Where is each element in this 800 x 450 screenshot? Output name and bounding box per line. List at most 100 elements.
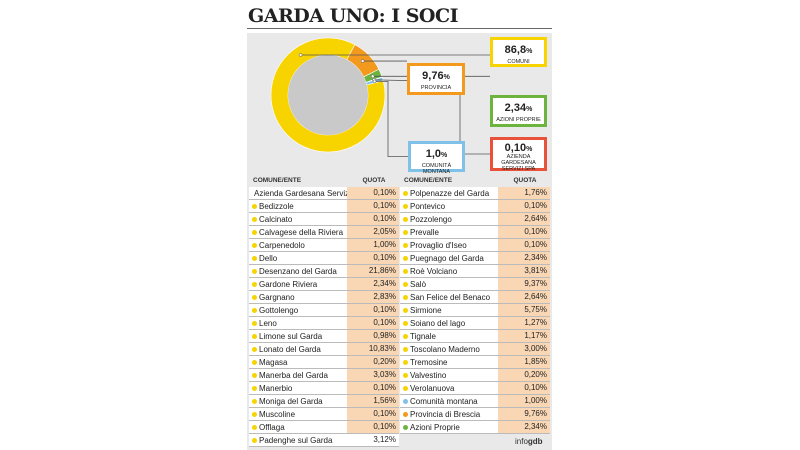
color-dot-icon <box>403 281 408 287</box>
page-title: GARDA UNO: I SOCI <box>248 5 459 27</box>
color-dot-icon <box>252 424 257 430</box>
row-name: Leno <box>249 319 347 328</box>
row-name: San Felice del Benaco <box>400 293 498 302</box>
color-dot-icon <box>252 385 257 391</box>
table-row: Moniga del Garda 1,56% <box>249 395 399 408</box>
slice-value: 1,0% <box>425 148 448 160</box>
box-provincia: 9,76% PROVINCIA <box>407 63 465 95</box>
row-quota: 1,56% <box>347 395 399 407</box>
row-name-text: Gargnano <box>259 292 295 302</box>
row-name: Azienda Gardesana Servizi Spa <box>249 189 347 198</box>
row-name-text: Soiano del lago <box>410 318 466 328</box>
table-row: Calcinato 0,10% <box>249 213 399 226</box>
row-quota: 1,76% <box>498 187 550 199</box>
table-row: Polpenazze del Garda 1,76% <box>400 187 550 200</box>
row-name: Azioni Proprie <box>400 423 498 432</box>
row-name: Verolanuova <box>400 384 498 393</box>
table-row: Comunità montana 1,00% <box>400 395 550 408</box>
color-dot-icon <box>252 255 257 261</box>
row-name: Gardone Riviera <box>249 280 347 289</box>
color-dot-icon <box>252 372 257 378</box>
row-name: Pozzolengo <box>400 215 498 224</box>
row-name-text: Tremosine <box>410 357 448 367</box>
color-dot-icon <box>252 398 257 404</box>
color-dot-icon <box>403 242 408 248</box>
slice-label: COMUNI <box>507 59 530 65</box>
slice-label: PROVINCIA <box>420 85 452 91</box>
row-quota: 9,76% <box>498 408 550 420</box>
color-dot-icon <box>252 437 257 443</box>
row-name: Limone sul Garda <box>249 332 347 341</box>
table-row: Soiano del lago 1,27% <box>400 317 550 330</box>
color-dot-icon <box>252 268 257 274</box>
slice-value: 86,8% <box>504 44 533 56</box>
color-dot-icon <box>403 320 408 326</box>
table-row: Roè Volciano 3,81% <box>400 265 550 278</box>
row-name: Puegnago del Garda <box>400 254 498 263</box>
row-name: Provaglio d'Iseo <box>400 241 498 250</box>
box-comunita-montana: 1,0% COMUNITÀ MONTANA <box>408 141 465 175</box>
row-name: Comunità montana <box>400 397 498 406</box>
color-dot-icon <box>252 359 257 365</box>
table-left: COMUNE/ENTE QUOTA Azienda Gardesana Servi… <box>249 177 399 447</box>
table-row: Muscoline 0,10% <box>249 408 399 421</box>
callout-dot <box>360 59 365 63</box>
row-name: Manerba del Garda <box>249 371 347 380</box>
row-quota: 9,37% <box>498 278 550 290</box>
row-name: Toscolano Maderno <box>400 345 498 354</box>
row-name-text: Manerbio <box>259 383 293 393</box>
row-quota: 0,10% <box>498 226 550 238</box>
color-dot-icon <box>403 294 408 300</box>
table-row: Pontevico 0,10% <box>400 200 550 213</box>
row-quota: 3,81% <box>498 265 550 277</box>
table-row: Offlaga 0,10% <box>249 421 399 434</box>
table-right: COMUNE/ENTE QUOTA Polpenazze del Garda 1,7… <box>400 177 550 434</box>
row-quota: 0,20% <box>347 356 399 368</box>
table-row: Desenzano del Garda 21,86% <box>249 265 399 278</box>
table-row: Magasa 0,20% <box>249 356 399 369</box>
row-name-text: Toscolano Maderno <box>410 344 480 354</box>
table-row: Gottolengo 0,10% <box>249 304 399 317</box>
row-name: Valvestino <box>400 371 498 380</box>
table-row: Bedizzole 0,10% <box>249 200 399 213</box>
row-quota: 2,05% <box>347 226 399 238</box>
color-dot-icon <box>403 229 408 235</box>
color-dot-icon <box>252 320 257 326</box>
row-name-text: Muscoline <box>259 409 296 419</box>
row-name-text: Desenzano del Garda <box>259 266 337 276</box>
row-quota: 0,10% <box>498 382 550 394</box>
callout-dot <box>371 74 375 79</box>
credit: infogdb <box>515 437 543 446</box>
row-name-text: Dello <box>259 253 278 263</box>
row-name-text: Roè Volciano <box>410 266 458 276</box>
table-row: Verolanuova 0,10% <box>400 382 550 395</box>
row-quota: 0,10% <box>347 421 399 433</box>
table-row: Calvagese della Riviera 2,05% <box>249 226 399 239</box>
row-quota: 0,10% <box>347 213 399 225</box>
row-name-text: Moniga del Garda <box>259 396 323 406</box>
table-row: Manerba del Garda 3,03% <box>249 369 399 382</box>
color-dot-icon <box>403 398 408 404</box>
row-name: Prevalle <box>400 228 498 237</box>
row-name-text: Magasa <box>259 357 288 367</box>
slice-value: 9,76% <box>422 70 450 82</box>
row-quota: 1,00% <box>347 239 399 251</box>
row-quota: 0,98% <box>347 330 399 342</box>
row-name-text: Provaglio d'Iseo <box>410 240 467 250</box>
row-quota: 0,10% <box>347 408 399 420</box>
row-quota: 0,10% <box>347 252 399 264</box>
row-name-text: Padenghe sul Garda <box>259 435 333 445</box>
color-dot-icon <box>403 203 408 209</box>
table-row: Prevalle 0,10% <box>400 226 550 239</box>
color-dot-icon <box>252 203 257 209</box>
row-quota: 0,10% <box>347 382 399 394</box>
row-name-text: Tignale <box>410 331 436 341</box>
row-name: Sirmione <box>400 306 498 315</box>
color-dot-icon <box>403 346 408 352</box>
table-row: Dello 0,10% <box>249 252 399 265</box>
row-name-text: Polpenazze del Garda <box>410 188 490 198</box>
color-dot-icon <box>403 190 408 196</box>
row-name-text: Bedizzole <box>259 201 294 211</box>
color-dot-icon <box>252 281 257 287</box>
row-name: Offlaga <box>249 423 347 432</box>
